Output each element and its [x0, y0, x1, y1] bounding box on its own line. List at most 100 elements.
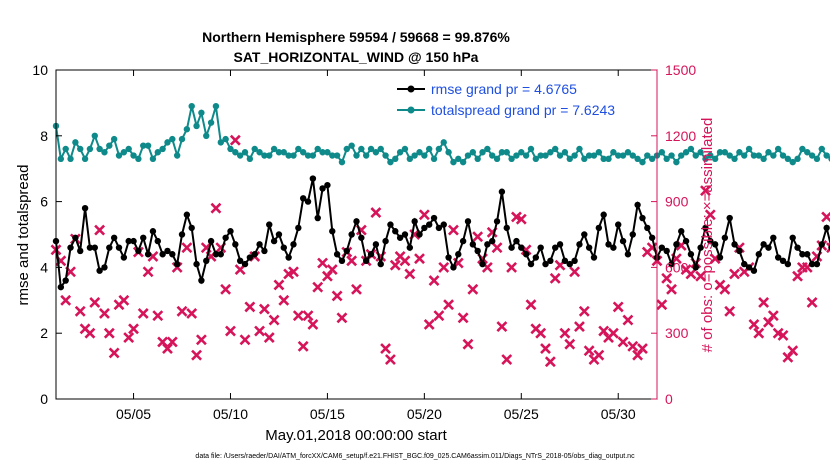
rmse-point [469, 241, 477, 248]
totalspread-point [362, 152, 370, 159]
obs-count-marker [370, 207, 382, 219]
rmse-point [362, 257, 370, 265]
obs-count-marker [574, 321, 585, 333]
rmse-point [81, 204, 89, 212]
obs-count-marker [559, 327, 571, 339]
rmse-point [246, 254, 254, 261]
totalspread-point [149, 155, 157, 163]
totalspread-point [96, 145, 103, 153]
obs-count-marker [380, 343, 392, 354]
rmse-point [590, 254, 598, 261]
totalspread-point [823, 152, 830, 159]
totalspread-point [750, 152, 758, 159]
rmse-point [110, 234, 118, 241]
totalspread-point [203, 132, 210, 139]
totalspread-point [207, 119, 215, 126]
rmse-point [745, 264, 753, 271]
obs-count-marker [89, 297, 101, 308]
obs-count-marker [767, 310, 779, 322]
totalspread-point [459, 158, 467, 166]
rmse-point [581, 231, 588, 238]
totalspread-point [736, 149, 743, 156]
totalspread-point [392, 155, 399, 163]
rmse-point [794, 244, 801, 251]
rmse-point [266, 221, 273, 228]
rmse-point [401, 231, 409, 238]
rmse-point [72, 234, 79, 241]
rmse-point [270, 237, 278, 245]
totalspread-point [745, 145, 753, 153]
obs-count-marker [666, 283, 677, 295]
rmse-point [314, 214, 321, 222]
rmse-point [673, 241, 680, 248]
rmse-point [804, 251, 811, 258]
rmse-point [818, 241, 825, 248]
totalspread-point [484, 145, 491, 153]
rmse-point [571, 257, 578, 265]
obs-count-marker [719, 283, 731, 295]
totalspread-point [610, 149, 617, 156]
obs-count-marker [724, 305, 736, 317]
totalspread-point [692, 152, 699, 159]
obs-count-marker [302, 310, 314, 322]
totalspread-point [639, 158, 646, 166]
totalspread-point [159, 145, 166, 153]
rmse-point [474, 247, 481, 255]
rmse-point [750, 267, 758, 274]
totalspread-point [600, 155, 607, 163]
totalspread-point [619, 152, 627, 159]
obs-count-marker [656, 299, 668, 311]
obs-count-marker [288, 266, 299, 278]
y-right-tick-label: 600 [665, 259, 689, 275]
totalspread-point [86, 145, 94, 153]
totalspread-point [687, 145, 695, 153]
totalspread-point [799, 145, 806, 153]
rmse-point [784, 260, 792, 268]
obs-count-marker [225, 325, 236, 337]
obs-count-marker [627, 340, 639, 352]
obs-count-marker [278, 294, 290, 306]
rmse-point [789, 234, 796, 241]
totalspread-point [673, 158, 680, 166]
rmse-point [489, 237, 496, 245]
obs-count-marker [491, 242, 503, 254]
rmse-point [57, 283, 65, 291]
totalspread-point [416, 149, 423, 156]
y-left-tick-label: 0 [40, 391, 48, 407]
totalspread-point [353, 152, 360, 159]
rmse-point [67, 244, 74, 251]
totalspread-point [813, 155, 821, 163]
rmse-point [295, 224, 302, 232]
totalspread-point [498, 149, 506, 156]
rmse-point [144, 251, 152, 258]
rmse-point [377, 260, 384, 268]
obs-count-marker [317, 257, 329, 269]
rmse-point [547, 257, 554, 265]
rmse-point [682, 237, 690, 245]
obs-count-marker [821, 211, 830, 223]
rmse-point [493, 218, 501, 225]
totalspread-point [547, 149, 554, 156]
rmse-point [62, 277, 69, 284]
obs-count-marker [404, 268, 416, 280]
totalspread-point [765, 149, 772, 156]
rmse-point [426, 221, 433, 228]
totalspread-point [377, 145, 384, 153]
totalspread-point [62, 145, 69, 153]
rmse-point [450, 264, 457, 271]
rmse-point [566, 260, 573, 268]
obs-count-marker [593, 349, 605, 361]
rmse-point [96, 267, 103, 274]
obs-count-marker [384, 354, 396, 365]
rmse-point [755, 251, 762, 258]
totalspread-point [236, 152, 244, 159]
rmse-point [256, 241, 263, 248]
rmse-point [585, 244, 593, 251]
rmse-point [77, 247, 84, 255]
rmse-point [770, 234, 777, 241]
rmse-point [484, 241, 491, 248]
rmse-point [212, 251, 220, 258]
totalspread-point [455, 155, 462, 163]
totalspread-point [518, 149, 525, 156]
totalspread-point [212, 102, 220, 110]
